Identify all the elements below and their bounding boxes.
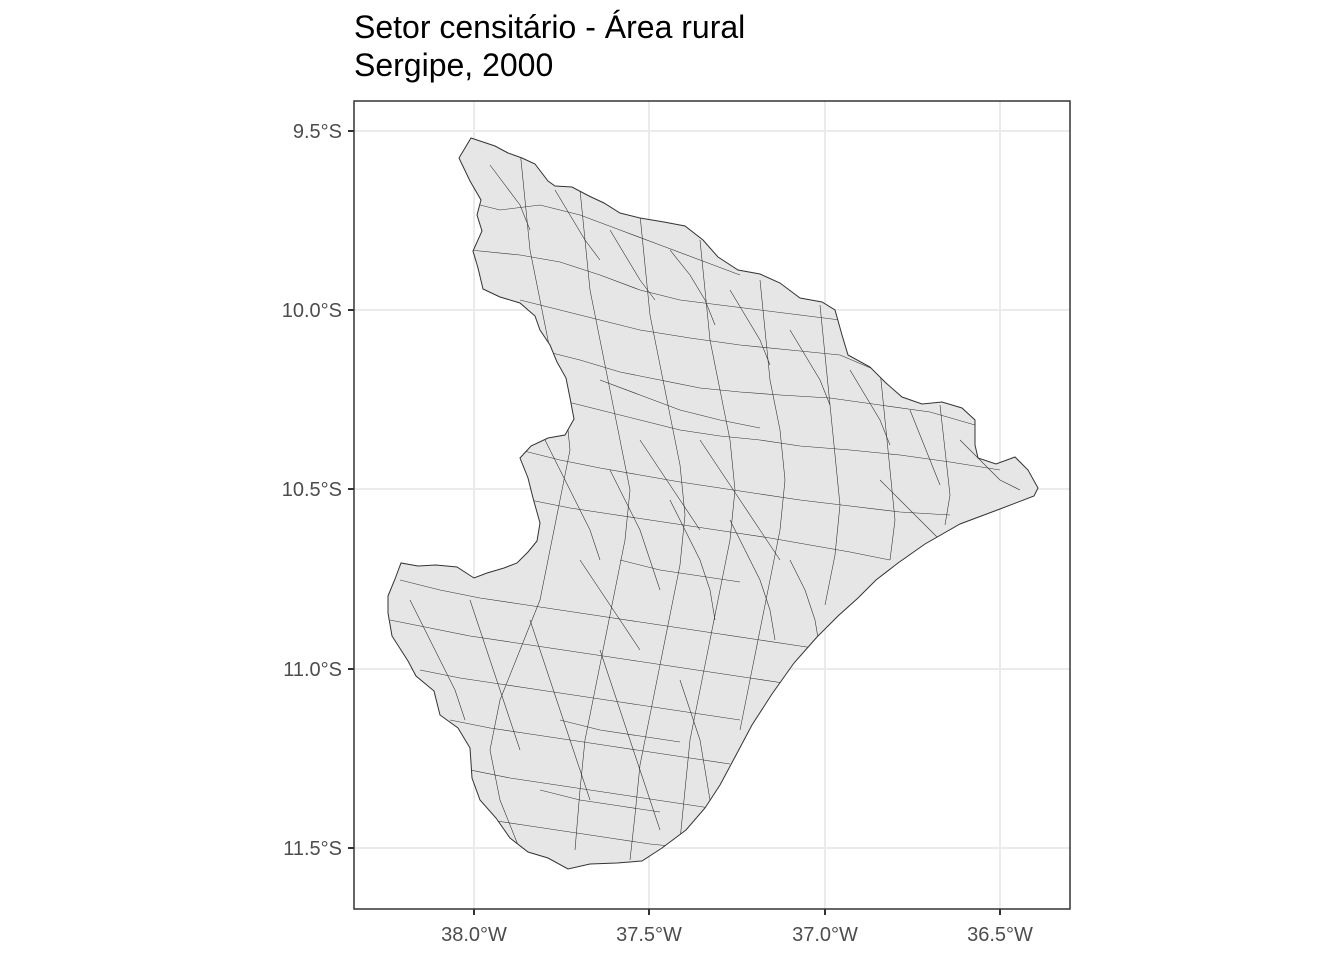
y-tick-label: 9.5°S [293,121,342,143]
x-tick-label: 36.5°W [967,924,1033,946]
y-tick-label: 10.0°S [282,300,342,322]
x-tick-label: 38.0°W [441,924,507,946]
axis-ticks [348,130,1001,915]
plot-title-block: Setor censitário - Área rural Sergipe, 2… [354,8,745,84]
x-tick-label: 37.0°W [792,924,858,946]
plot-subtitle: Sergipe, 2000 [354,47,554,83]
census-sector-boundaries [389,149,1021,861]
y-tick-label: 10.5°S [282,479,342,501]
x-tick-label: 37.5°W [616,924,682,946]
y-tick-label: 11.5°S [283,838,342,860]
plot-title: Setor censitário - Área rural [354,9,746,45]
y-tick-label: 11.0°S [283,659,342,681]
plot-panel-border [353,100,1071,910]
sergipe-region [387,137,1039,870]
